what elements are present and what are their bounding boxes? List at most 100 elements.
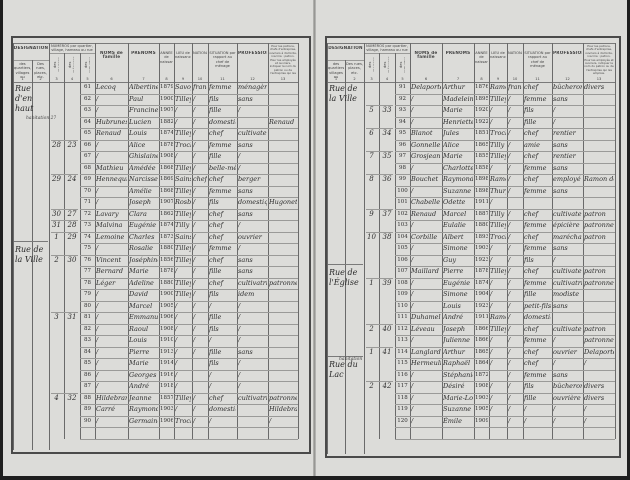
first-name: Joseph	[129, 198, 152, 206]
house-number: 30	[52, 209, 61, 218]
birth-place: Trochy	[175, 140, 191, 149]
household-number: 32	[67, 393, 77, 402]
birth-year: 1918	[160, 383, 173, 389]
family-name: /	[411, 106, 414, 114]
family-name: Malvina	[96, 221, 123, 229]
household-divider	[51, 174, 78, 175]
first-name: Louis	[129, 129, 147, 137]
birth-place: Savoy	[175, 83, 191, 91]
header-patron: Pour les patrons, chefs d'entreprise, ou…	[269, 45, 297, 75]
household-number: 42	[382, 382, 392, 390]
nationality: /	[508, 393, 511, 402]
row-line	[80, 323, 298, 325]
individual-number: 93	[399, 107, 406, 113]
row-line	[395, 197, 615, 198]
individual-number: 65	[84, 130, 91, 136]
birth-year: 1900	[160, 95, 173, 102]
birth-place: /	[490, 106, 493, 114]
individual-number: 61	[84, 84, 91, 90]
birth-place: Tilly	[175, 221, 190, 229]
birth-year: 1905	[475, 406, 488, 412]
page-frame	[11, 36, 311, 454]
row-line	[395, 139, 615, 141]
household-number: 29	[67, 232, 77, 241]
nationality: /	[508, 324, 511, 333]
household-divider	[366, 323, 393, 325]
first-name: Eulalie	[443, 221, 466, 229]
header-column-number: 9	[496, 77, 500, 81]
column-divider	[395, 53, 396, 439]
birth-place: Tilley	[175, 163, 191, 172]
individual-number: 71	[84, 199, 91, 205]
row-line	[80, 254, 298, 256]
row-line	[395, 392, 615, 394]
header-column-number: 11	[535, 77, 540, 81]
household-number: 39	[382, 278, 392, 287]
individual-number: 62	[84, 95, 91, 102]
individual-number: 85	[84, 360, 91, 366]
birth-year: 1922	[475, 118, 488, 125]
birth-place: /	[490, 255, 493, 264]
family-name: /	[96, 313, 99, 321]
employer: Hugonet	[269, 198, 297, 206]
family-name: Grosjean	[411, 152, 441, 160]
header-profession: PROFESSION	[553, 51, 582, 55]
individual-number: 115	[397, 360, 408, 366]
birth-year: 1866	[475, 337, 488, 343]
household-situation: femme	[524, 186, 547, 195]
first-name: Marie	[129, 267, 149, 275]
birth-place: Tilley	[175, 129, 191, 137]
first-name: Eugénie	[129, 221, 157, 229]
family-name: /	[96, 347, 99, 356]
first-name: Alice	[129, 140, 146, 149]
margin-note: habitation	[339, 357, 363, 362]
row-line	[80, 358, 298, 359]
individual-number: 118	[397, 394, 408, 401]
house-number: 31	[52, 221, 61, 229]
profession: sans	[553, 370, 568, 379]
header-bottom-line	[327, 82, 615, 83]
individual-number: 100	[397, 187, 408, 194]
profession: sans	[238, 186, 253, 195]
header-patron: Pour les patrons, chefs d'entreprise, ou…	[584, 45, 614, 75]
individual-number: 90	[84, 417, 91, 424]
birth-year: 1865	[475, 348, 488, 355]
employer: patron	[584, 209, 606, 218]
birth-year: 1879	[160, 84, 173, 90]
row-line	[80, 381, 298, 382]
header-profession: PROFESSION	[238, 51, 267, 55]
family-name: /	[96, 198, 99, 206]
first-name: Jeanne	[129, 393, 152, 402]
profession: bûcheron	[553, 382, 582, 390]
family-name: /	[96, 324, 99, 333]
header-column-number: 13	[280, 77, 286, 81]
header-column-number: 5	[401, 77, 404, 81]
family-name: Hubrunes	[96, 117, 127, 126]
family-name: Hermeulin	[411, 359, 441, 367]
column-divider	[474, 43, 475, 439]
street-divider	[14, 241, 48, 242]
household-situation: chef	[524, 267, 539, 275]
house-number: 29	[52, 175, 61, 183]
header-noms: NOMS de famille	[414, 51, 438, 60]
household-divider	[51, 254, 78, 256]
family-name: /	[411, 94, 414, 103]
individual-number: 120	[397, 417, 408, 424]
header-column-number: 3	[55, 77, 58, 81]
family-name: /	[411, 370, 414, 379]
row-line	[80, 300, 298, 302]
header-column-number: 10	[512, 77, 518, 81]
nationality: française	[508, 83, 522, 91]
birth-year: 1864	[475, 360, 488, 366]
birth-place: /	[490, 198, 493, 206]
header-individus: des individus	[399, 57, 405, 73]
header-maisons: des maisons	[368, 58, 374, 73]
profession: /	[238, 382, 241, 390]
row-line	[395, 116, 615, 118]
birth-place: /	[175, 106, 178, 114]
header-column-number: 7	[142, 77, 145, 81]
row-line	[395, 369, 615, 371]
household-number: 30	[67, 255, 77, 264]
nationality: /	[193, 152, 196, 160]
header-column-number: 1	[21, 77, 24, 81]
